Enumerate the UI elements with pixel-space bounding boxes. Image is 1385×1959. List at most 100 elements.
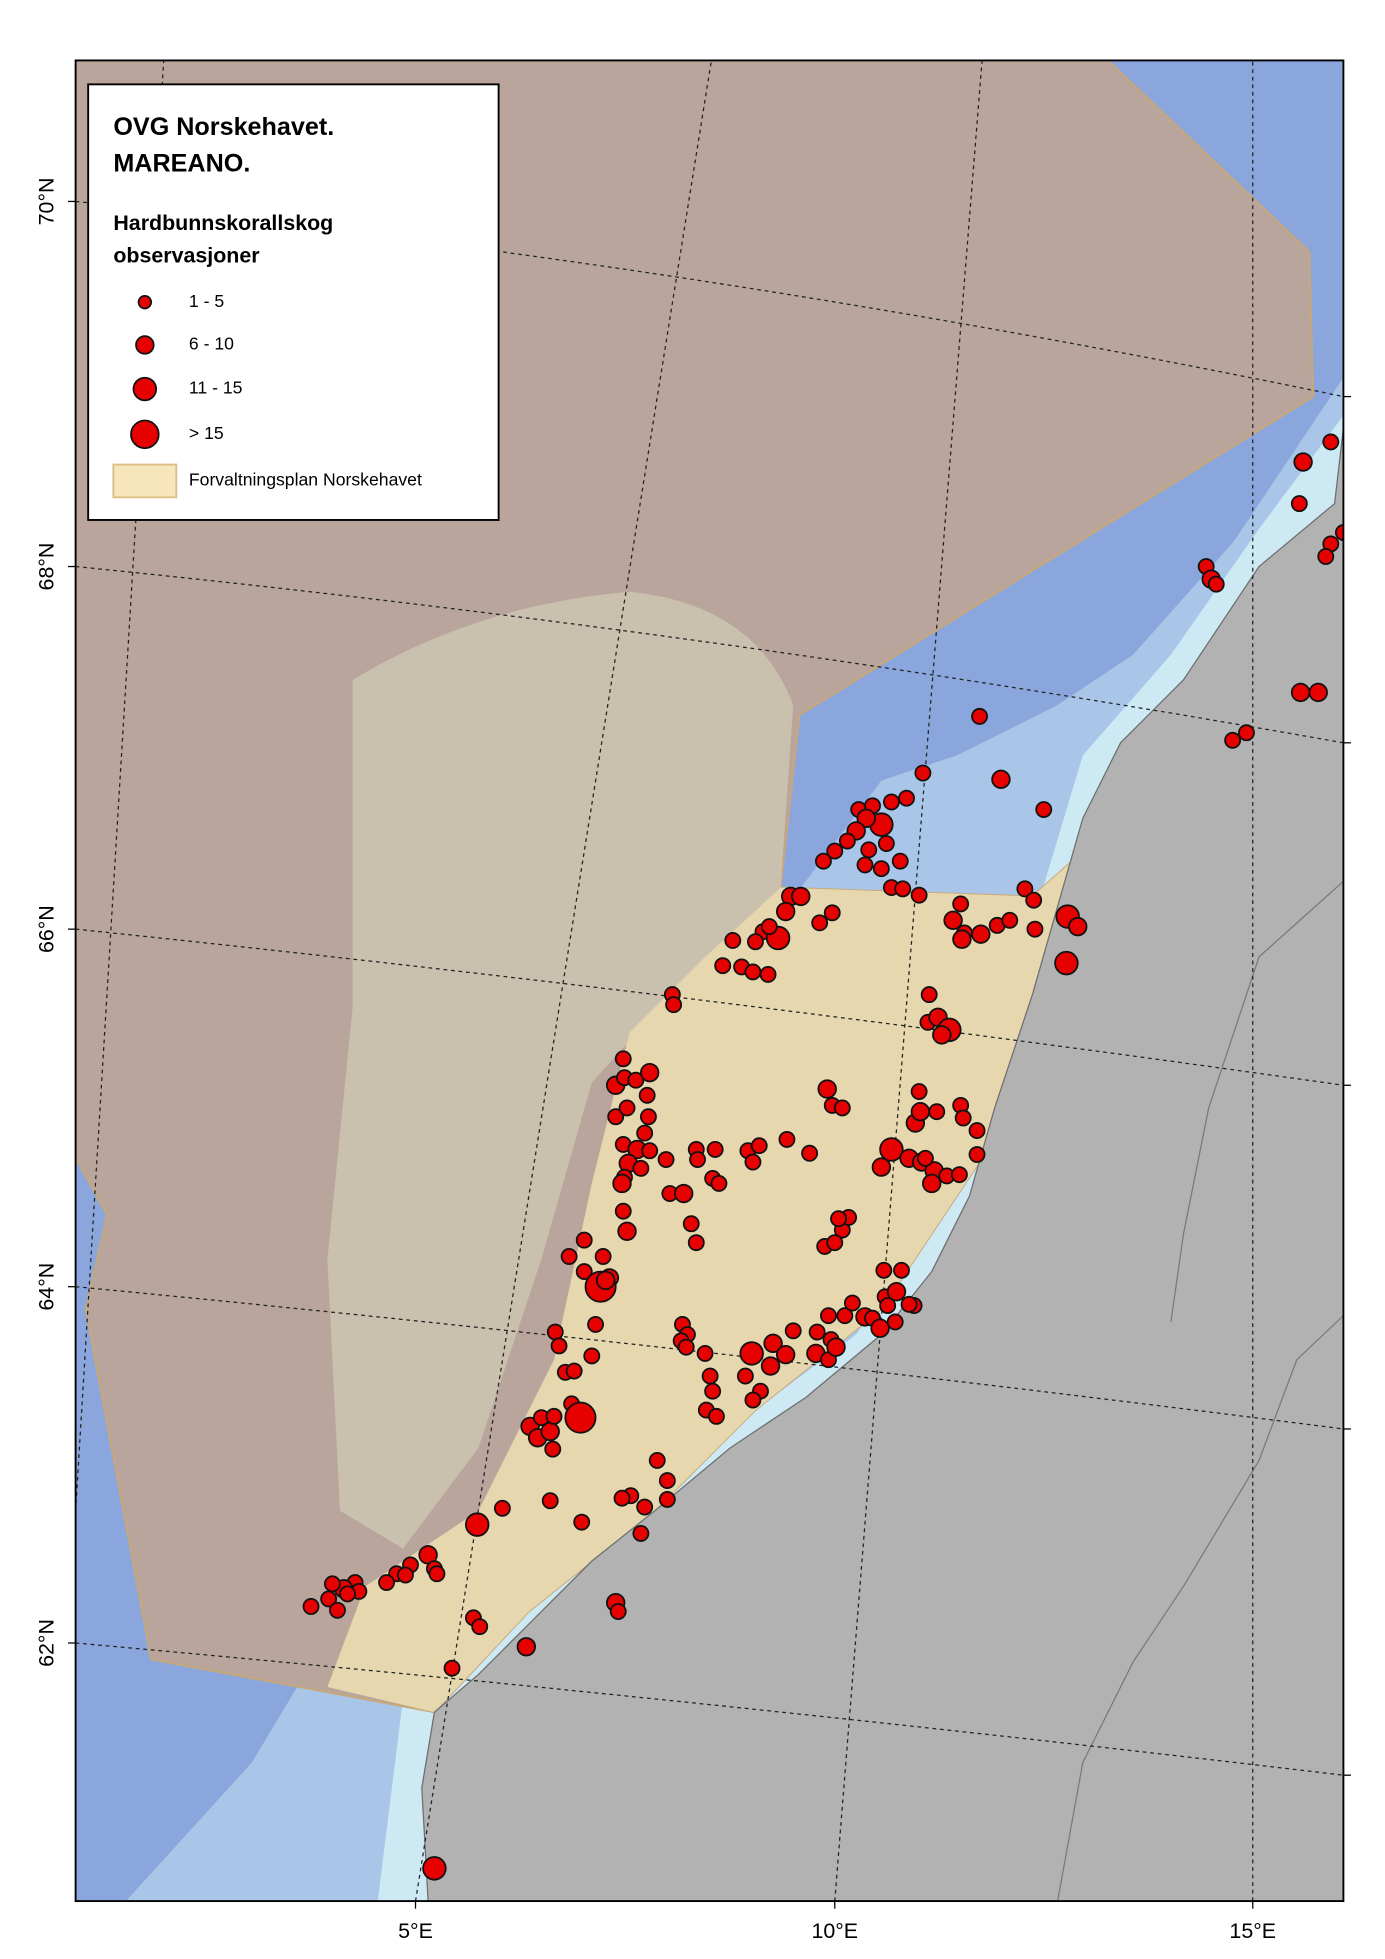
observation <box>1068 916 1088 937</box>
observation <box>991 769 1011 790</box>
observation <box>952 895 970 913</box>
observation <box>1293 452 1313 472</box>
observation <box>428 1565 446 1583</box>
observation <box>838 832 856 850</box>
legend-subtitle: Hardbunnskorallskog <box>113 211 333 235</box>
observation <box>778 1130 796 1148</box>
observation <box>595 1270 616 1291</box>
observation <box>493 1499 511 1517</box>
observation <box>575 1231 593 1249</box>
observation <box>689 1151 706 1168</box>
observation <box>744 1153 762 1171</box>
observation <box>910 886 928 904</box>
legend-symbol <box>130 419 160 450</box>
observation <box>573 1513 591 1531</box>
observation <box>657 1151 675 1168</box>
lat-label: 64°N <box>35 1263 59 1311</box>
observation <box>871 1157 892 1177</box>
observation <box>954 1109 972 1127</box>
observation <box>1025 891 1043 909</box>
observation <box>1001 911 1019 929</box>
observation <box>744 1391 762 1409</box>
observation <box>894 880 912 898</box>
observation <box>639 1062 660 1083</box>
lon-label: 15°E <box>1229 1919 1276 1943</box>
observation <box>971 924 991 944</box>
observation <box>714 957 732 975</box>
observation <box>1308 682 1328 703</box>
observation <box>639 1108 657 1126</box>
observation <box>612 1173 632 1194</box>
observation <box>820 1307 837 1325</box>
lat-label: 62°N <box>35 1619 59 1667</box>
observation <box>886 1282 907 1302</box>
lat-label: 66°N <box>35 905 59 953</box>
observation <box>1290 495 1308 513</box>
observation <box>1026 920 1044 938</box>
observation <box>811 914 829 932</box>
observation <box>922 1173 942 1194</box>
legend-box <box>87 83 500 521</box>
observation <box>910 1083 928 1100</box>
observation <box>1290 682 1311 703</box>
observation <box>968 1146 986 1163</box>
observation <box>632 1159 650 1177</box>
observation <box>916 1149 934 1167</box>
observation <box>971 707 988 725</box>
observation <box>1317 548 1335 565</box>
observation <box>870 1318 890 1338</box>
observation <box>914 764 932 782</box>
observation <box>617 1221 637 1241</box>
observation <box>546 1323 564 1341</box>
observation <box>856 808 876 829</box>
ticks: 70°N 68°N 66°N 64°N 62°N 5°E 10°E 15°E <box>35 178 1351 1943</box>
observation <box>826 1234 844 1252</box>
observation <box>320 1590 338 1608</box>
observation <box>594 1248 612 1265</box>
observation <box>763 1333 783 1354</box>
observation <box>801 1144 819 1162</box>
observation <box>893 1261 910 1279</box>
legend-label: 11 - 15 <box>189 378 243 398</box>
legend-label: > 15 <box>189 423 224 443</box>
observation <box>760 918 778 936</box>
observation <box>710 1175 728 1192</box>
observation <box>910 1102 931 1122</box>
observation <box>836 1307 854 1325</box>
lat-label: 70°N <box>35 178 59 226</box>
shelf-area <box>327 717 1234 1713</box>
observation <box>613 1489 631 1507</box>
lat-label: 68°N <box>35 543 59 591</box>
observation <box>826 842 844 860</box>
observation <box>641 1142 659 1160</box>
observation <box>872 860 890 878</box>
observation <box>815 852 832 870</box>
observation <box>638 1086 656 1104</box>
observation <box>609 1603 627 1620</box>
observation <box>565 1362 583 1380</box>
observation <box>687 1234 705 1252</box>
observation <box>877 835 895 852</box>
observation <box>673 1183 694 1204</box>
legend: OVG Norskehavet. MAREANO. Hardbunnskoral… <box>87 83 500 521</box>
observation <box>706 1141 724 1158</box>
observation <box>707 1407 725 1425</box>
observation <box>775 901 796 922</box>
observation <box>1334 524 1344 541</box>
observation <box>658 1472 676 1490</box>
observation <box>704 1382 722 1400</box>
observation <box>891 852 909 870</box>
observation <box>886 1313 904 1331</box>
observation <box>587 1316 604 1333</box>
observation <box>323 1575 341 1593</box>
observation <box>833 1099 851 1117</box>
observation <box>882 793 900 811</box>
legend-label: 6 - 10 <box>189 334 234 354</box>
observation <box>560 1248 578 1265</box>
observation <box>632 1525 650 1542</box>
observation <box>627 1071 645 1089</box>
observation <box>464 1512 490 1537</box>
observation <box>443 1659 461 1677</box>
